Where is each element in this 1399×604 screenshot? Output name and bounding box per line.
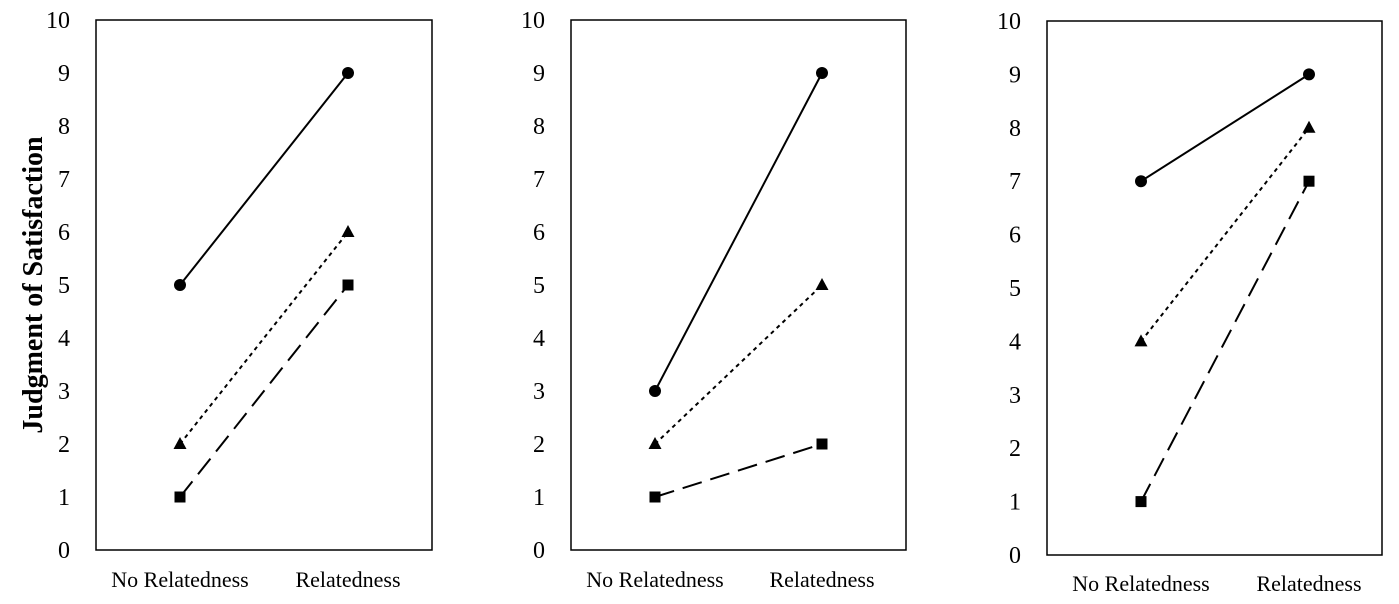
y-tick-label: 2 xyxy=(58,432,70,458)
data-point-circle xyxy=(342,67,354,79)
y-tick-label: 10 xyxy=(46,8,70,34)
plot-frame-1 xyxy=(96,20,432,550)
series-line-circle xyxy=(1141,74,1309,181)
y-tick-label: 10 xyxy=(997,9,1021,35)
data-point-triangle xyxy=(174,437,187,449)
y-tick-label: 6 xyxy=(1009,223,1021,249)
y-tick-label: 2 xyxy=(533,432,545,458)
data-point-square xyxy=(343,280,354,291)
y-tick-label: 0 xyxy=(533,538,545,564)
y-tick-label: 9 xyxy=(1009,62,1021,88)
data-point-circle xyxy=(174,279,186,291)
y-tick-label: 8 xyxy=(533,114,545,140)
series-line-triangle xyxy=(180,232,348,444)
series-line-triangle xyxy=(1141,128,1309,342)
data-point-triangle xyxy=(816,278,829,290)
x-category-label: Relatedness xyxy=(295,567,400,592)
y-tick-label: 10 xyxy=(521,8,545,34)
data-point-circle xyxy=(1135,175,1147,187)
y-tick-label: 4 xyxy=(533,326,545,352)
series-line-circle xyxy=(180,73,348,285)
data-point-square xyxy=(1304,176,1315,187)
x-category-label: No Relatedness xyxy=(111,567,248,592)
series-line-circle xyxy=(655,73,822,391)
y-tick-label: 2 xyxy=(1009,436,1021,462)
data-point-square xyxy=(175,492,186,503)
y-axis-title: Judgment of Satisfaction xyxy=(18,136,49,434)
y-tick-label: 1 xyxy=(58,485,70,511)
series-line-square xyxy=(1141,181,1309,501)
y-tick-label: 5 xyxy=(533,273,545,299)
y-tick-label: 1 xyxy=(1009,490,1021,516)
data-point-triangle xyxy=(649,437,662,449)
plot-frame-3 xyxy=(1047,21,1382,555)
data-point-circle xyxy=(649,385,661,397)
x-category-label: No Relatedness xyxy=(1072,571,1209,596)
y-tick-label: 3 xyxy=(58,379,70,405)
y-tick-label: 1 xyxy=(533,485,545,511)
data-point-triangle xyxy=(1135,334,1148,346)
series-line-square xyxy=(180,285,348,497)
data-point-triangle xyxy=(342,225,355,237)
y-tick-label: 7 xyxy=(533,167,545,193)
series-line-triangle xyxy=(655,285,822,444)
x-category-label: Relatedness xyxy=(769,567,874,592)
y-tick-label: 9 xyxy=(533,61,545,87)
x-category-label: Relatedness xyxy=(1256,571,1361,596)
y-tick-label: 8 xyxy=(1009,116,1021,142)
data-point-triangle xyxy=(1303,121,1316,133)
y-tick-label: 3 xyxy=(1009,383,1021,409)
data-point-square xyxy=(1136,496,1147,507)
data-point-circle xyxy=(816,67,828,79)
y-tick-label: 4 xyxy=(1009,329,1021,355)
y-tick-label: 3 xyxy=(533,379,545,405)
y-tick-label: 9 xyxy=(58,61,70,87)
y-tick-label: 4 xyxy=(58,326,70,352)
y-tick-label: 7 xyxy=(58,167,70,193)
y-tick-label: 6 xyxy=(533,220,545,246)
y-tick-label: 5 xyxy=(58,273,70,299)
x-category-label: No Relatedness xyxy=(586,567,723,592)
y-tick-label: 8 xyxy=(58,114,70,140)
series-line-square xyxy=(655,444,822,497)
data-point-circle xyxy=(1303,68,1315,80)
data-point-square xyxy=(650,492,661,503)
y-tick-label: 0 xyxy=(58,538,70,564)
y-tick-label: 5 xyxy=(1009,276,1021,302)
y-tick-label: 6 xyxy=(58,220,70,246)
y-tick-label: 7 xyxy=(1009,169,1021,195)
data-point-square xyxy=(817,439,828,450)
y-tick-label: 0 xyxy=(1009,543,1021,569)
